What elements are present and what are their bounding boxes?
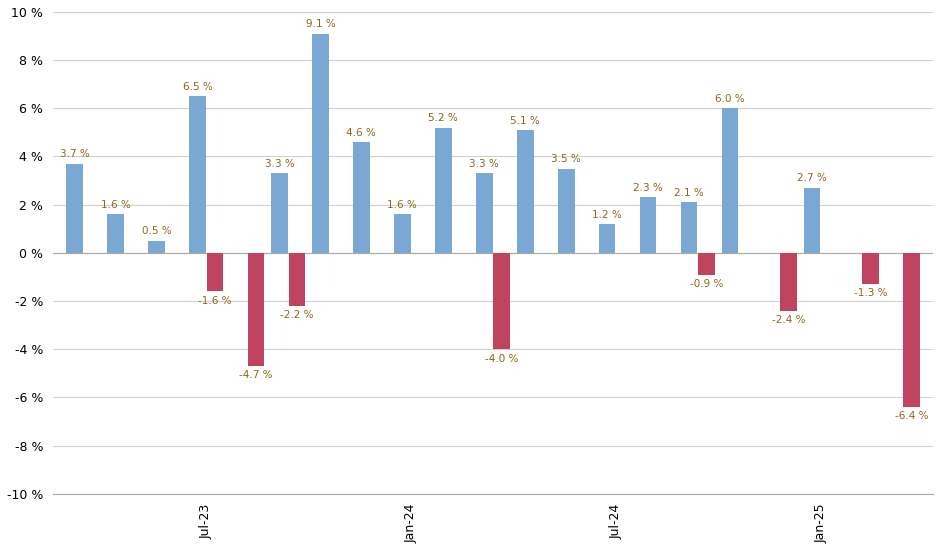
Bar <box>107 214 124 253</box>
Text: -4.0 %: -4.0 % <box>485 354 519 364</box>
Text: 6.0 %: 6.0 % <box>715 94 744 104</box>
Bar <box>248 253 264 366</box>
Text: 2.1 %: 2.1 % <box>674 188 704 198</box>
Bar <box>599 224 616 253</box>
Bar <box>312 34 329 253</box>
Bar <box>271 173 288 253</box>
Text: 5.2 %: 5.2 % <box>429 113 458 123</box>
Bar <box>557 168 574 253</box>
Text: 1.6 %: 1.6 % <box>387 200 417 210</box>
Text: 3.3 %: 3.3 % <box>469 159 499 169</box>
Text: 1.6 %: 1.6 % <box>101 200 131 210</box>
Bar <box>862 253 879 284</box>
Bar <box>189 96 206 253</box>
Bar <box>207 253 224 292</box>
Text: 4.6 %: 4.6 % <box>347 128 376 138</box>
Bar <box>804 188 821 253</box>
Bar <box>289 253 306 306</box>
Text: 0.5 %: 0.5 % <box>142 227 171 236</box>
Text: -2.2 %: -2.2 % <box>280 310 314 320</box>
Text: -0.9 %: -0.9 % <box>690 279 724 289</box>
Text: 2.7 %: 2.7 % <box>797 173 827 184</box>
Bar <box>353 142 369 253</box>
Text: -1.6 %: -1.6 % <box>198 296 232 306</box>
Bar <box>66 164 83 253</box>
Text: 3.7 %: 3.7 % <box>60 150 89 160</box>
Bar <box>681 202 697 253</box>
Bar <box>517 130 534 253</box>
Bar <box>149 241 164 253</box>
Text: 5.1 %: 5.1 % <box>510 116 540 125</box>
Bar <box>903 253 920 407</box>
Text: -6.4 %: -6.4 % <box>895 411 928 421</box>
Text: -4.7 %: -4.7 % <box>240 370 273 381</box>
Bar <box>494 253 510 349</box>
Text: 3.5 %: 3.5 % <box>551 154 581 164</box>
Text: 6.5 %: 6.5 % <box>182 82 212 92</box>
Text: 3.3 %: 3.3 % <box>264 159 294 169</box>
Bar <box>640 197 656 253</box>
Bar <box>476 173 493 253</box>
Text: 2.3 %: 2.3 % <box>634 183 663 193</box>
Bar <box>698 253 715 274</box>
Bar <box>435 128 451 253</box>
Text: -1.3 %: -1.3 % <box>854 289 887 299</box>
Text: -2.4 %: -2.4 % <box>772 315 806 325</box>
Bar <box>394 214 411 253</box>
Bar <box>780 253 797 311</box>
Text: 1.2 %: 1.2 % <box>592 210 622 219</box>
Text: 9.1 %: 9.1 % <box>306 19 336 29</box>
Bar <box>722 108 739 253</box>
